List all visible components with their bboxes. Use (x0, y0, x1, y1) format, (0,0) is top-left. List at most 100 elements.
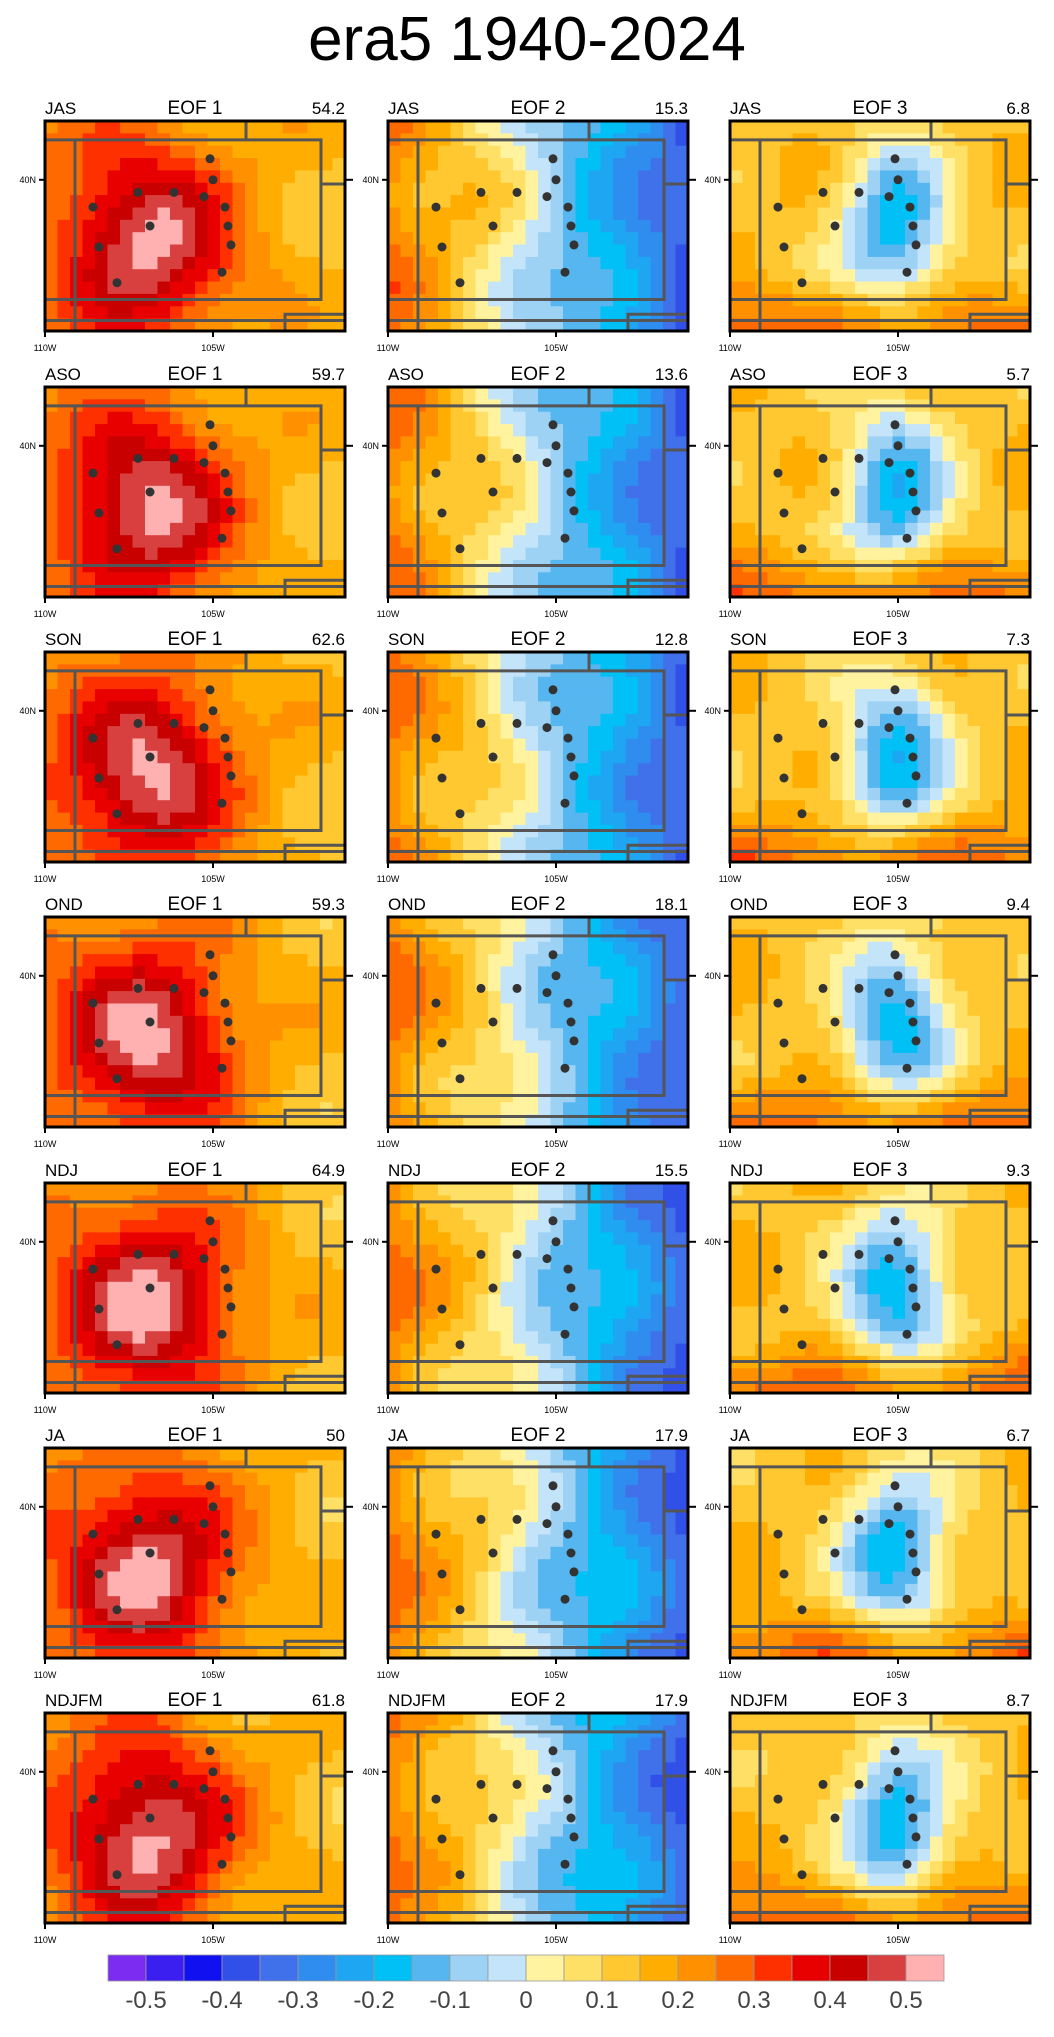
field-cell (270, 966, 284, 980)
field-cell (500, 306, 514, 320)
field-cell (270, 281, 284, 295)
field-cell (388, 182, 402, 196)
field-cell (257, 1077, 271, 1091)
field-cell (817, 812, 831, 826)
field-cell (892, 522, 906, 536)
field-cell (742, 750, 756, 764)
field-cell (157, 281, 171, 295)
field-cell (257, 256, 271, 270)
eof-label: EOF 2 (511, 364, 566, 385)
field-cell (650, 1015, 664, 1029)
station-dot (94, 508, 104, 518)
field-cell (855, 473, 869, 487)
field-cell (663, 991, 677, 1005)
field-cell (613, 522, 627, 536)
field-cell (613, 436, 627, 450)
field-cell (295, 991, 309, 1005)
field-cell (575, 510, 589, 524)
field-cell (842, 269, 856, 283)
field-cell (95, 1065, 109, 1079)
field-cell (282, 195, 296, 209)
field-cell (500, 121, 514, 134)
field-cell (425, 269, 439, 283)
field-cell (780, 917, 794, 930)
field-cell (320, 256, 334, 270)
field-cell (270, 269, 284, 283)
station-dot (220, 202, 230, 212)
field-cell (45, 182, 59, 196)
field-cell (307, 1040, 321, 1054)
field-cell (930, 256, 944, 270)
field-cell (575, 1077, 589, 1091)
field-cell (207, 461, 221, 475)
field-cell (742, 448, 756, 462)
field-cell (638, 812, 652, 826)
field-cell (588, 800, 602, 814)
station-dot (133, 453, 143, 463)
field-cell (82, 535, 96, 549)
field-cell (1017, 244, 1031, 258)
field-cell (132, 750, 146, 764)
field-cell (892, 207, 906, 221)
field-cell (755, 473, 769, 487)
field-cell (830, 1102, 844, 1116)
field-cell (675, 1003, 689, 1017)
field-cell (730, 978, 744, 992)
field-cell (767, 1015, 781, 1029)
field-cell (1005, 652, 1019, 665)
field-cell (817, 219, 831, 233)
field-cell (600, 195, 614, 209)
field-cell (513, 750, 527, 764)
field-cell (320, 219, 334, 233)
field-cell (663, 411, 677, 425)
field-cell (575, 572, 589, 586)
field-cell (675, 145, 689, 159)
field-cell (575, 461, 589, 475)
field-cell (170, 207, 184, 221)
field-cell (182, 991, 196, 1005)
field-cell (425, 1052, 439, 1066)
field-cell (220, 158, 234, 172)
field-cell (955, 572, 969, 586)
field-cell (95, 837, 109, 851)
field-cell (830, 701, 844, 715)
field-cell (400, 787, 414, 801)
field-cell (855, 812, 869, 826)
field-cell (295, 966, 309, 980)
field-cell (157, 170, 171, 184)
field-cell (663, 281, 677, 295)
field-cell (830, 941, 844, 955)
field-cell (855, 837, 869, 851)
field-cell (855, 510, 869, 524)
field-cell (1005, 256, 1019, 270)
field-cell (220, 689, 234, 703)
field-cell (538, 547, 552, 561)
field-cell (675, 763, 689, 777)
field-cell (817, 485, 831, 499)
field-cell (195, 121, 209, 134)
field-cell (475, 485, 489, 499)
field-cell (780, 424, 794, 438)
field-cell (830, 256, 844, 270)
field-cell (400, 306, 414, 320)
field-cell (70, 726, 84, 740)
field-cell (70, 547, 84, 561)
station-dot (773, 733, 783, 743)
field-cell (730, 1028, 744, 1042)
field-cell (650, 738, 664, 752)
field-cell (767, 812, 781, 826)
field-cell (830, 1028, 844, 1042)
field-cell (805, 837, 819, 851)
field-cell (663, 664, 677, 678)
field-cell (1017, 170, 1031, 184)
field-cell (513, 738, 527, 752)
field-cell (563, 1052, 577, 1066)
field-cell (575, 991, 589, 1005)
field-cell (170, 689, 184, 703)
field-cell (817, 522, 831, 536)
field-cell (438, 182, 452, 196)
field-cell (980, 473, 994, 487)
field-cell (892, 121, 906, 134)
field-cell (500, 424, 514, 438)
